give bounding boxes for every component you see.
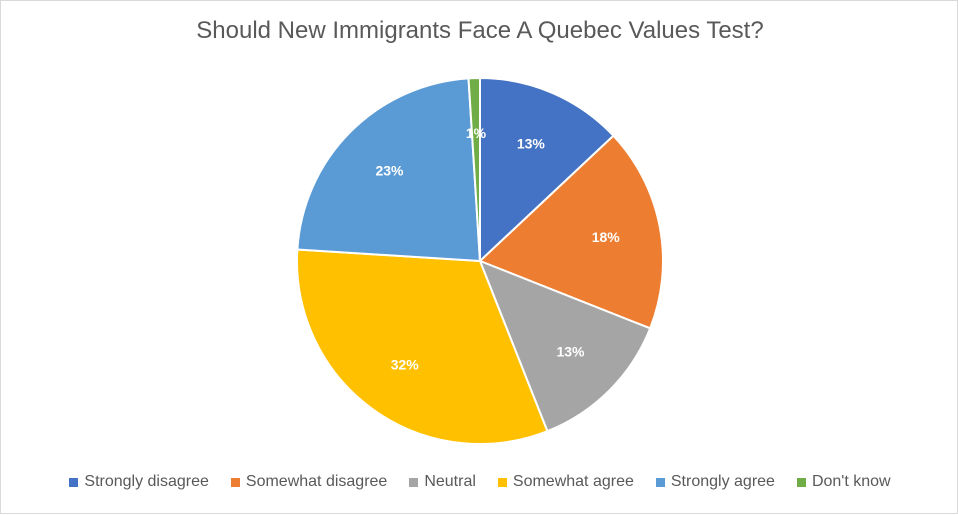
data-label-don-t-know: 1% xyxy=(466,125,487,141)
legend-item-strongly-agree: Strongly agree xyxy=(655,473,775,491)
legend-label: Don't know xyxy=(811,473,891,490)
legend-swatch xyxy=(69,477,79,487)
legend-swatch xyxy=(409,477,419,487)
legend-label: Strongly disagree xyxy=(84,473,209,490)
data-label-strongly-disagree: 13% xyxy=(517,136,546,152)
data-label-strongly-agree: 23% xyxy=(375,162,404,178)
chart-title: Should New Immigrants Face A Quebec Valu… xyxy=(196,17,764,44)
legend-label: Somewhat agree xyxy=(512,473,634,490)
legend-swatch xyxy=(655,477,665,487)
legend-item-somewhat-agree: Somewhat agree xyxy=(497,473,634,491)
data-label-neutral: 13% xyxy=(556,344,585,360)
pie-slice-strongly-agree xyxy=(296,77,482,263)
legend-item-somewhat-disagree: Somewhat disagree xyxy=(230,473,388,491)
legend-label: Strongly agree xyxy=(670,473,775,490)
legend-swatch xyxy=(230,477,240,487)
pie-slice-strongly-disagree xyxy=(479,76,615,264)
legend-item-neutral: Neutral xyxy=(409,473,476,491)
legend-swatch xyxy=(796,477,806,487)
chart-legend: Strongly disagree Somewhat disagree Neutra… xyxy=(1,473,958,491)
pie-slice-somewhat-agree xyxy=(296,248,549,445)
legend-label: Neutral xyxy=(424,473,476,490)
data-label-somewhat-agree: 32% xyxy=(391,357,420,373)
legend-item-don-t-know: Don't know xyxy=(796,473,891,491)
legend-swatch xyxy=(497,477,507,487)
pie-slice-somewhat-disagree xyxy=(478,134,664,330)
legend-label: Somewhat disagree xyxy=(245,473,388,490)
pie-slice-neutral xyxy=(478,259,652,433)
pie-slice-don-t-know xyxy=(467,76,481,262)
data-label-somewhat-disagree: 18% xyxy=(592,229,621,245)
legend-item-strongly-disagree: Strongly disagree xyxy=(69,473,209,491)
